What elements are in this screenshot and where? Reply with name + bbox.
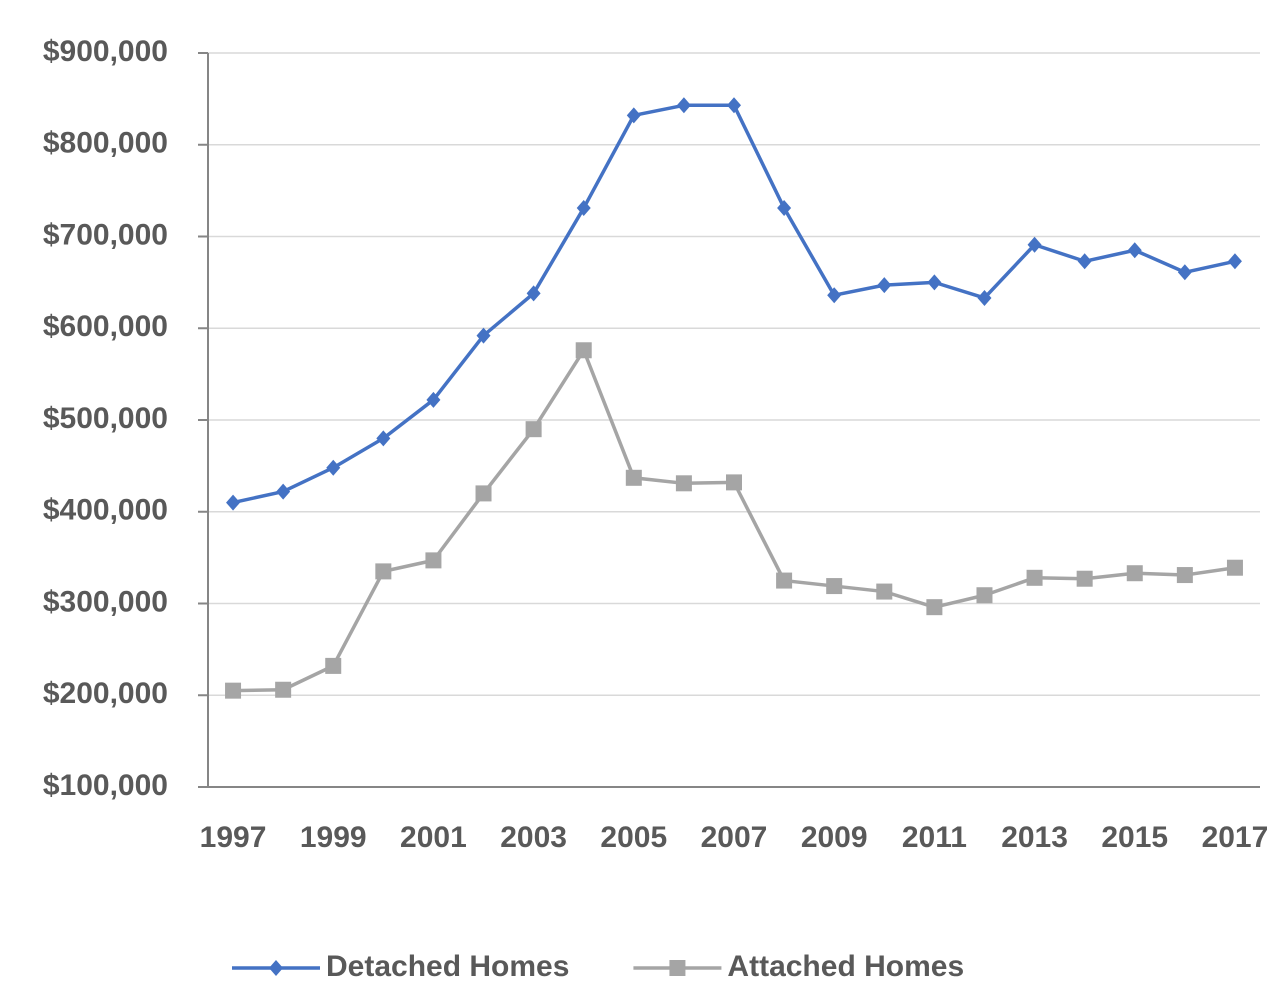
marker [1226, 559, 1243, 576]
marker [526, 285, 541, 302]
marker [425, 552, 442, 569]
legend-marker [269, 960, 283, 976]
marker [476, 327, 491, 344]
marker [977, 289, 992, 306]
legend-label: Detached Homes [326, 950, 569, 983]
marker [777, 200, 792, 217]
marker [877, 277, 892, 294]
marker [275, 681, 292, 698]
marker [326, 459, 341, 476]
x-tick-label: 2001 [400, 821, 467, 854]
marker [675, 475, 692, 492]
y-tick-label: $600,000 [43, 310, 168, 343]
x-tick-label: 1999 [300, 821, 367, 854]
marker [926, 599, 943, 616]
marker [1227, 253, 1242, 270]
legend-item: Attached Homes [633, 950, 964, 983]
marker [575, 342, 592, 359]
marker [276, 483, 291, 500]
marker [226, 494, 241, 511]
marker [375, 563, 392, 580]
x-tick-label: 2007 [701, 821, 768, 854]
x-tick-label: 2011 [902, 821, 967, 854]
x-tick-label: 1997 [200, 821, 267, 854]
marker [976, 587, 993, 604]
y-tick-label: $100,000 [43, 769, 168, 802]
marker [1026, 569, 1043, 586]
x-tick-label: 2017 [1202, 821, 1269, 854]
marker [1027, 236, 1042, 253]
marker [1077, 253, 1092, 270]
y-tick-label: $900,000 [43, 35, 168, 68]
marker [325, 657, 342, 674]
marker [676, 97, 691, 114]
legend-marker [669, 960, 686, 976]
marker [525, 421, 542, 438]
x-tick-label: 2013 [1001, 821, 1068, 854]
series-line [233, 348, 1236, 693]
y-tick-label: $800,000 [43, 127, 168, 160]
marker [1126, 565, 1143, 582]
marker [1127, 242, 1142, 259]
marker [225, 682, 242, 699]
marker [626, 107, 641, 124]
marker [727, 97, 741, 114]
x-tick-label: 2009 [801, 821, 868, 854]
y-tick-label: $400,000 [43, 494, 168, 527]
marker [1176, 567, 1193, 584]
marker [376, 430, 391, 447]
y-tick-label: $700,000 [43, 218, 168, 251]
marker [726, 474, 742, 491]
x-tick-label: 2005 [600, 821, 667, 854]
marker [625, 469, 642, 486]
marker [876, 583, 893, 600]
legend-label: Attached Homes [727, 950, 964, 983]
y-tick-label: $200,000 [43, 677, 168, 710]
marker [827, 287, 842, 304]
marker [475, 485, 492, 502]
y-tick-label: $500,000 [43, 402, 168, 435]
x-tick-label: 2015 [1101, 821, 1168, 854]
y-tick-label: $300,000 [43, 585, 168, 618]
marker [927, 274, 942, 291]
marker [576, 200, 591, 217]
marker [776, 572, 793, 589]
marker [1177, 264, 1192, 281]
x-tick-label: 2003 [500, 821, 567, 854]
marker [826, 578, 843, 595]
marker [1076, 570, 1093, 587]
marker [426, 391, 441, 408]
legend-item: Detached Homes [232, 950, 569, 983]
